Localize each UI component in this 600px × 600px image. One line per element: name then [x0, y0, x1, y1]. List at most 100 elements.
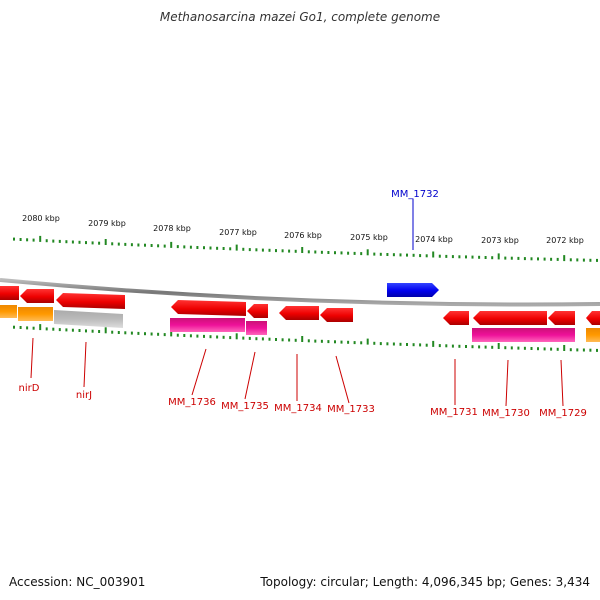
- minor-tick: [19, 326, 22, 329]
- major-tick: [432, 251, 435, 258]
- minor-tick: [26, 238, 29, 242]
- minor-tick: [268, 337, 271, 341]
- minor-tick: [203, 246, 205, 250]
- minor-tick: [386, 342, 389, 346]
- gene-label-nirj[interactable]: nirJ: [76, 390, 92, 401]
- minor-tick: [261, 337, 264, 341]
- gene-label-mm-1733[interactable]: MM_1733: [327, 404, 375, 415]
- minor-tick: [458, 255, 461, 259]
- minor-tick: [504, 256, 507, 260]
- minor-tick: [117, 242, 120, 246]
- minor-tick: [458, 344, 461, 348]
- upper-tick-row: [13, 235, 598, 262]
- gene-arrow[interactable]: [20, 289, 54, 303]
- feature-box[interactable]: [0, 305, 17, 318]
- minor-tick: [19, 238, 22, 241]
- minor-tick: [52, 239, 55, 243]
- major-tick: [366, 249, 369, 256]
- gene-label-mm-1736[interactable]: MM_1736: [168, 397, 216, 408]
- kbp-label: 2072 kbp: [546, 236, 584, 245]
- major-tick: [104, 239, 107, 245]
- minor-tick: [353, 251, 356, 255]
- minor-tick: [111, 330, 114, 334]
- minor-tick: [314, 339, 317, 343]
- gene-arrow[interactable]: [247, 304, 268, 318]
- minor-tick: [268, 248, 271, 252]
- minor-tick: [216, 246, 219, 250]
- major-tick: [563, 255, 566, 262]
- feature-box[interactable]: [246, 321, 267, 335]
- minor-tick: [275, 338, 277, 341]
- minor-tick: [91, 241, 94, 245]
- minor-tick: [248, 336, 251, 340]
- minor-tick: [582, 258, 585, 262]
- major-tick: [170, 330, 173, 337]
- minor-tick: [399, 342, 402, 346]
- minor-tick: [261, 248, 264, 252]
- gene-arrow[interactable]: [548, 311, 575, 325]
- minor-tick: [438, 254, 441, 258]
- minor-tick: [65, 240, 68, 244]
- gene-arrow[interactable]: [586, 311, 600, 325]
- gene-arrow[interactable]: [473, 311, 547, 325]
- major-tick: [301, 247, 304, 253]
- minor-tick: [412, 343, 415, 347]
- gene-arrow[interactable]: [279, 306, 319, 320]
- minor-tick: [543, 257, 546, 261]
- minor-tick: [556, 347, 559, 351]
- gene-label-mm-1734[interactable]: MM_1734: [274, 403, 322, 414]
- minor-tick: [392, 342, 395, 346]
- minor-tick: [550, 347, 553, 351]
- minor-tick: [13, 237, 15, 241]
- minor-tick: [589, 348, 592, 352]
- minor-tick: [320, 339, 323, 343]
- minor-tick: [471, 345, 474, 349]
- minor-tick: [294, 338, 297, 342]
- leader-line: [30, 337, 34, 379]
- gene-arrow[interactable]: [320, 308, 353, 322]
- gene-arrow[interactable]: [171, 300, 246, 316]
- minor-tick: [406, 343, 408, 346]
- minor-tick: [52, 327, 55, 331]
- feature-box[interactable]: [54, 310, 123, 328]
- minor-tick: [478, 345, 481, 349]
- leader-line: [83, 341, 87, 388]
- major-tick: [497, 343, 500, 349]
- minor-tick: [307, 339, 310, 343]
- feature-box[interactable]: [18, 307, 53, 321]
- major-tick: [39, 235, 42, 242]
- minor-tick: [504, 346, 507, 350]
- minor-tick: [32, 326, 35, 330]
- minor-tick: [465, 255, 467, 259]
- kbp-label: 2073 kbp: [481, 236, 519, 245]
- minor-tick: [216, 335, 219, 339]
- gene-arrow[interactable]: [56, 293, 125, 309]
- gene-label-mm-1729[interactable]: MM_1729: [539, 408, 587, 419]
- gene-label-mm-1730[interactable]: MM_1730: [482, 408, 530, 419]
- minor-tick: [85, 329, 87, 333]
- minor-tick: [327, 251, 330, 254]
- minor-tick: [543, 347, 546, 351]
- feature-box[interactable]: [472, 328, 575, 342]
- gene-arrow[interactable]: [0, 286, 19, 300]
- gene-label-mm-1732[interactable]: MM_1732: [391, 189, 439, 200]
- minor-tick: [255, 248, 258, 252]
- gene-label-mm-1731[interactable]: MM_1731: [430, 407, 478, 418]
- minor-tick: [85, 241, 87, 245]
- minor-tick: [523, 257, 526, 261]
- minor-tick: [222, 247, 225, 250]
- minor-tick: [189, 245, 192, 249]
- gene-arrow-mm-1732[interactable]: [387, 283, 439, 297]
- minor-tick: [157, 244, 160, 248]
- minor-tick: [71, 240, 74, 244]
- gene-label-nird[interactable]: nirD: [19, 383, 40, 394]
- feature-box[interactable]: [586, 328, 600, 342]
- map-title: Methanosarcina mazei Go1, complete genom…: [159, 10, 441, 24]
- gene-label-mm-1735[interactable]: MM_1735: [221, 401, 269, 412]
- minor-tick: [484, 345, 487, 349]
- minor-tick: [78, 329, 81, 332]
- feature-box[interactable]: [170, 318, 245, 332]
- minor-tick: [576, 258, 579, 262]
- gene-arrow[interactable]: [443, 311, 469, 325]
